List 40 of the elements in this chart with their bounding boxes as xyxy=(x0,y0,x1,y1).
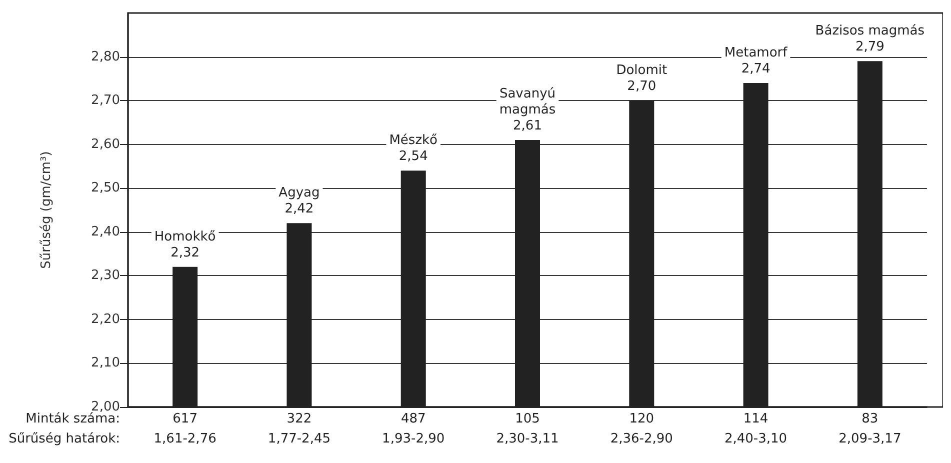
data-label: 2,70 xyxy=(627,79,656,94)
data-label: 2,74 xyxy=(741,62,770,77)
y-tick-label: 2,10 xyxy=(91,356,120,371)
x-tick-label: Agyag xyxy=(278,186,320,201)
text: 114 xyxy=(743,412,768,426)
y-tick-label: 2,70 xyxy=(91,93,120,108)
y-tick-label: 2,50 xyxy=(91,180,120,196)
data-label: 2,61 xyxy=(513,118,542,134)
x-tick-label: Mészkő xyxy=(389,133,438,148)
y-tick-label: 2,80 xyxy=(91,49,120,64)
x-tick-label: Metamorf xyxy=(724,46,788,61)
x-tick-label: Savanyú magmás xyxy=(499,86,556,118)
y-tick-label: 2,60 xyxy=(91,136,120,152)
y-tick-label: 2,30 xyxy=(91,268,120,284)
y-axis-title: Sűrűség (gm/cm³) xyxy=(39,151,54,269)
text: 487 xyxy=(400,412,426,426)
x-tick-label: Dolomit xyxy=(616,63,668,78)
text: 2,30-3,11 xyxy=(496,432,559,446)
text: 2,09-3,17 xyxy=(838,432,902,446)
text: 1,93-2,90 xyxy=(382,432,445,446)
text: Minták száma: xyxy=(26,412,120,426)
text: 105 xyxy=(515,412,540,426)
text: 120 xyxy=(629,412,654,426)
x-tick-label: Bázisos magmás xyxy=(815,24,925,39)
text: 1,61-2,76 xyxy=(154,432,216,446)
data-label: 2,32 xyxy=(170,245,200,260)
y-tick-label: 2,20 xyxy=(91,312,120,327)
text: 2,36-2,90 xyxy=(610,432,673,446)
data-label: 2,54 xyxy=(398,149,428,164)
data-label: 2,42 xyxy=(284,202,314,217)
y-tick-label: 2,40 xyxy=(91,224,120,240)
text: 322 xyxy=(286,412,312,426)
text: 2,40-3,10 xyxy=(724,432,788,446)
text: Sűrűség határok: xyxy=(8,432,120,446)
text: 1,77-2,45 xyxy=(268,432,331,446)
x-tick-label: Homokkő xyxy=(154,229,216,244)
y-tick-label: 2,00 xyxy=(91,400,120,414)
data-label: 2,79 xyxy=(855,40,884,55)
text: 83 xyxy=(862,412,878,426)
text: 617 xyxy=(172,412,198,426)
